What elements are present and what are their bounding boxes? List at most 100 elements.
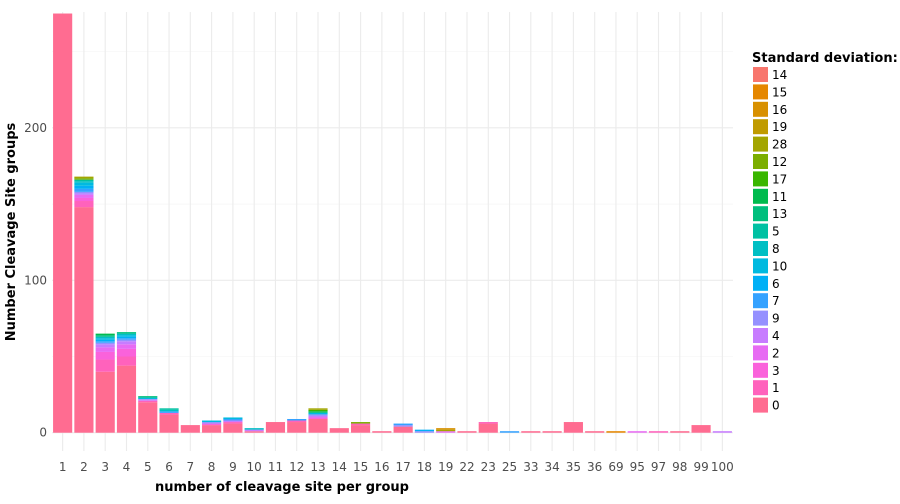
x-tick-label: 15 xyxy=(353,460,368,474)
bar-segment xyxy=(223,420,243,423)
legend-key-4 xyxy=(753,328,768,343)
legend-label-6: 6 xyxy=(772,277,780,291)
bar-segment xyxy=(95,371,115,433)
legend-label-16: 16 xyxy=(772,103,787,117)
bar-95 xyxy=(627,431,647,433)
x-tick-label: 9 xyxy=(229,460,237,474)
bar-segment xyxy=(627,431,647,433)
x-tick-label: 69 xyxy=(608,460,623,474)
legend-key-5 xyxy=(753,223,768,239)
bar-segment xyxy=(159,408,179,410)
bar-segment xyxy=(95,341,115,343)
x-tick-label: 16 xyxy=(374,460,389,474)
bar-segment xyxy=(436,428,456,430)
bar-segment xyxy=(138,402,158,433)
bar-segment xyxy=(670,431,690,433)
legend-key-19 xyxy=(753,119,768,135)
bar-5 xyxy=(138,396,158,433)
x-axis-ticks: 1 2 3 4 5 6 7 8 9 10 11 12 13 14 15 16 17 18 19 22 23 25 33 34 3… xyxy=(59,460,734,474)
bar-segment xyxy=(95,359,115,372)
bar-segment xyxy=(95,333,115,336)
y-axis-ticks: 0 100 200 xyxy=(24,121,47,440)
legend-key-6 xyxy=(753,275,768,291)
bar-13 xyxy=(308,408,328,433)
legend-key-9 xyxy=(753,310,768,326)
legend-label-4: 4 xyxy=(772,329,780,343)
x-tick-label: 18 xyxy=(417,460,432,474)
bar-10 xyxy=(244,428,264,433)
bar-12 xyxy=(287,418,307,433)
legend-key-8 xyxy=(753,241,768,256)
bar-segment xyxy=(308,414,328,416)
bar-segment xyxy=(116,335,137,337)
x-tick-label: 7 xyxy=(187,460,195,474)
bar-segment xyxy=(308,408,328,410)
legend-key-1 xyxy=(753,380,768,396)
bar-segment xyxy=(414,431,434,433)
bar-segment xyxy=(138,399,158,401)
bar-segment xyxy=(116,356,137,366)
bar-19 xyxy=(436,428,456,433)
bar-segment xyxy=(74,188,94,192)
bar-segment xyxy=(393,425,413,427)
bar-segment xyxy=(542,431,562,433)
legend-key-28 xyxy=(753,136,768,152)
x-tick-label: 3 xyxy=(101,460,109,474)
y-axis-title: Number Cleavage Site groups xyxy=(4,122,19,341)
legend-label-17: 17 xyxy=(772,172,787,186)
grid xyxy=(52,12,733,451)
bar-segment xyxy=(606,431,626,433)
bar-segment xyxy=(287,422,307,433)
bar-8 xyxy=(202,420,222,433)
bar-segment xyxy=(159,414,179,433)
x-tick-label: 22 xyxy=(459,460,474,474)
x-tick-label: 4 xyxy=(123,460,131,474)
legend-label-11: 11 xyxy=(772,190,787,204)
bar-7 xyxy=(180,425,200,433)
legend-label-28: 28 xyxy=(772,138,787,152)
x-tick-label: 99 xyxy=(693,460,708,474)
bar-segment xyxy=(436,429,456,432)
legend-title: Standard deviation: xyxy=(752,51,898,66)
bar-segment xyxy=(585,431,605,433)
bar-segment xyxy=(95,335,115,337)
x-tick-label: 8 xyxy=(208,460,216,474)
bar-segment xyxy=(351,425,371,433)
bar-segment xyxy=(329,428,349,433)
bar-segment xyxy=(138,397,158,400)
legend-label-15: 15 xyxy=(772,85,787,99)
bar-16 xyxy=(372,431,392,433)
legend-key-13 xyxy=(753,206,768,222)
x-tick-label: 11 xyxy=(268,460,283,474)
bar-segment xyxy=(116,348,137,357)
bar-segment xyxy=(265,422,286,433)
bar-14 xyxy=(329,428,349,433)
bar-segment xyxy=(308,415,328,418)
legend-label-9: 9 xyxy=(772,312,780,326)
bar-segment xyxy=(478,422,498,424)
bar-segment xyxy=(308,411,328,413)
bar-99 xyxy=(691,425,711,433)
x-tick-label: 95 xyxy=(630,460,645,474)
bar-segment xyxy=(223,418,243,421)
bar-segment xyxy=(74,201,94,208)
bar-segment xyxy=(180,425,200,433)
bar-segment xyxy=(138,396,158,398)
legend-key-10 xyxy=(753,258,768,274)
bar-segment xyxy=(159,411,179,413)
bar-segment xyxy=(202,422,222,424)
bar-98 xyxy=(670,431,690,433)
x-tick-label: 23 xyxy=(481,460,496,474)
bar-9 xyxy=(223,417,243,433)
bar-69 xyxy=(606,431,626,433)
bar-segment xyxy=(414,429,434,432)
x-tick-label: 5 xyxy=(144,460,152,474)
bar-segment xyxy=(138,400,158,403)
bar-segment xyxy=(308,412,328,415)
bar-15 xyxy=(351,422,371,433)
bar-100 xyxy=(712,431,732,433)
bar-segment xyxy=(116,332,137,334)
bar-35 xyxy=(563,422,583,433)
y-tick-label: 0 xyxy=(39,426,47,440)
